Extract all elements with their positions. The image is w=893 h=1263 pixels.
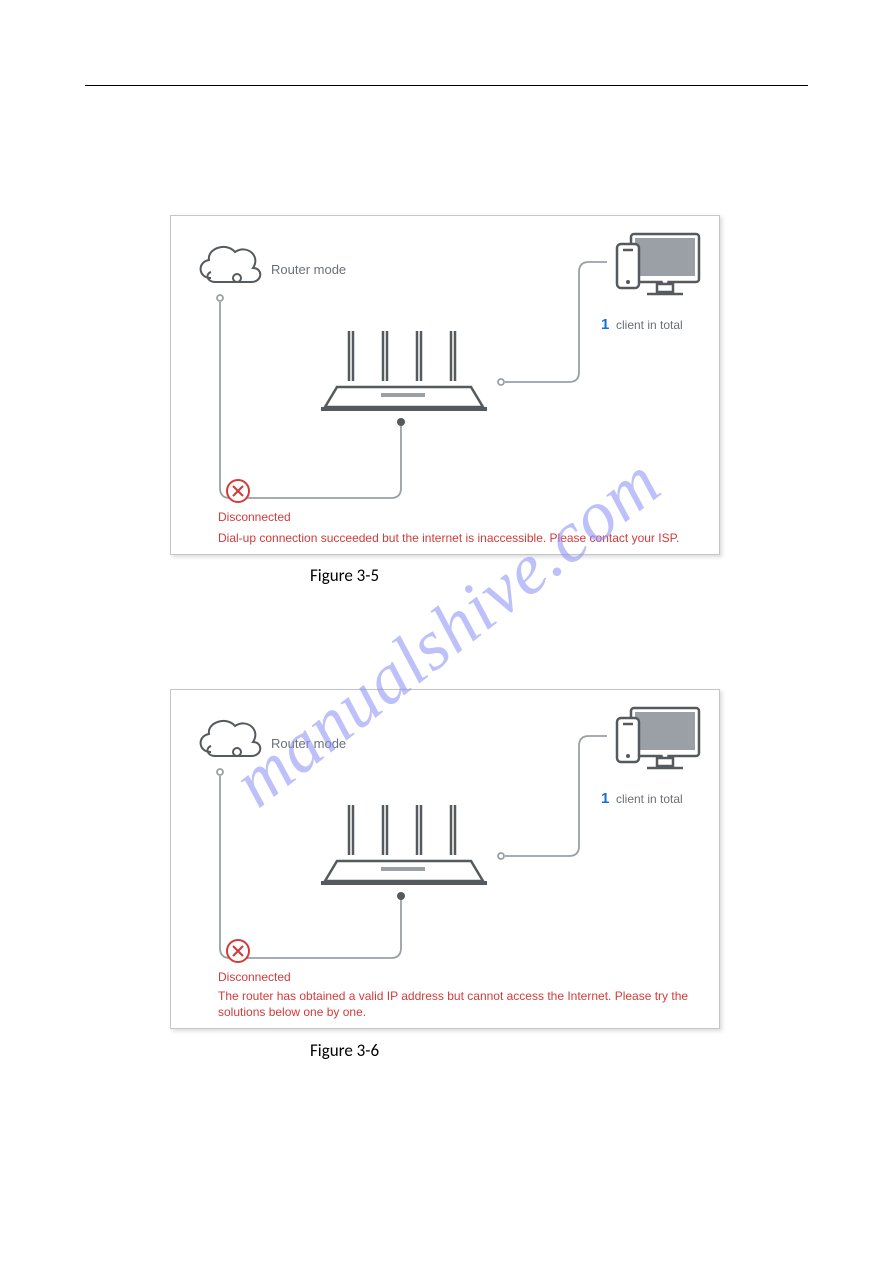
client-count-value: 1 — [601, 316, 609, 333]
disconnected-label: Disconnected — [218, 510, 291, 524]
figure-3-5-panel: Router mode 1 client in total Disconnect… — [170, 215, 720, 555]
client-devices-icon — [617, 234, 699, 294]
figure-3-6-panel: Router mode 1 client in total Disconnect… — [170, 689, 720, 1029]
figure-3-6-caption: Figure 3-6 — [310, 1040, 379, 1061]
page-header-rule — [85, 85, 808, 86]
connection-lines — [217, 262, 607, 498]
cloud-icon — [201, 247, 261, 282]
figure-3-5-diagram-svg — [171, 216, 721, 556]
connection-lines — [217, 736, 607, 958]
mode-label: Router mode — [271, 262, 346, 277]
router-icon — [321, 805, 487, 885]
cloud-icon — [201, 721, 261, 756]
client-count-value: 1 — [601, 790, 609, 807]
client-count-label: client in total — [616, 792, 683, 806]
mode-label: Router mode — [271, 736, 346, 751]
disconnect-x-icon — [227, 940, 249, 962]
disconnected-label: Disconnected — [218, 970, 291, 984]
disconnect-x-icon — [227, 480, 249, 502]
figure-3-5-caption: Figure 3-5 — [310, 565, 379, 586]
client-devices-icon — [617, 708, 699, 768]
error-message: The router has obtained a valid IP addre… — [218, 988, 698, 1020]
error-message: Dial-up connection succeeded but the int… — [218, 530, 698, 546]
client-count-label: client in total — [616, 318, 683, 332]
router-icon — [321, 331, 487, 411]
